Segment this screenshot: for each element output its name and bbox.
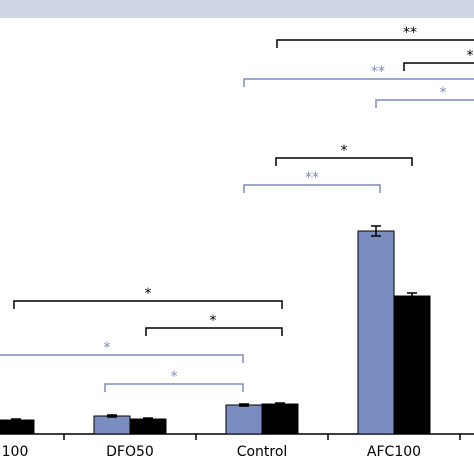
significance-bracket <box>275 157 413 166</box>
bar <box>93 415 131 435</box>
significance-label: * <box>171 369 178 385</box>
error-bar <box>371 225 381 237</box>
significance-bracket <box>243 184 381 193</box>
x-tick-label: AFC100 <box>367 444 421 460</box>
error-bar <box>107 414 117 418</box>
error-bar <box>11 418 21 422</box>
significance-label: * <box>210 313 217 329</box>
bar <box>393 295 431 435</box>
error-bar <box>239 403 249 407</box>
error-bar <box>407 292 417 300</box>
significance-label: ** <box>305 170 319 186</box>
significance-label: * <box>467 48 474 64</box>
significance-label: * <box>440 85 447 101</box>
significance-bracket <box>104 383 244 392</box>
significance-label: * <box>145 286 152 302</box>
significance-label: ** <box>371 64 385 80</box>
bar <box>129 418 167 435</box>
bar <box>0 419 35 435</box>
significance-bracket <box>276 39 474 48</box>
x-tick-label: 100 <box>2 444 29 460</box>
top-band <box>0 0 474 18</box>
error-bar <box>275 402 285 406</box>
significance-label: ** <box>403 25 417 41</box>
bar <box>225 404 263 435</box>
significance-bracket <box>375 99 474 108</box>
x-tick-label: Control <box>237 444 288 460</box>
bar <box>261 403 299 435</box>
significance-bracket <box>0 354 244 363</box>
significance-bracket <box>145 327 283 336</box>
significance-label: * <box>341 143 348 159</box>
significance-label: * <box>104 340 111 356</box>
bar <box>357 230 395 435</box>
significance-bracket <box>243 78 474 87</box>
error-bar <box>143 417 153 421</box>
significance-bracket <box>403 62 474 71</box>
significance-bracket <box>13 300 283 309</box>
x-tick-label: DFO50 <box>106 444 154 460</box>
